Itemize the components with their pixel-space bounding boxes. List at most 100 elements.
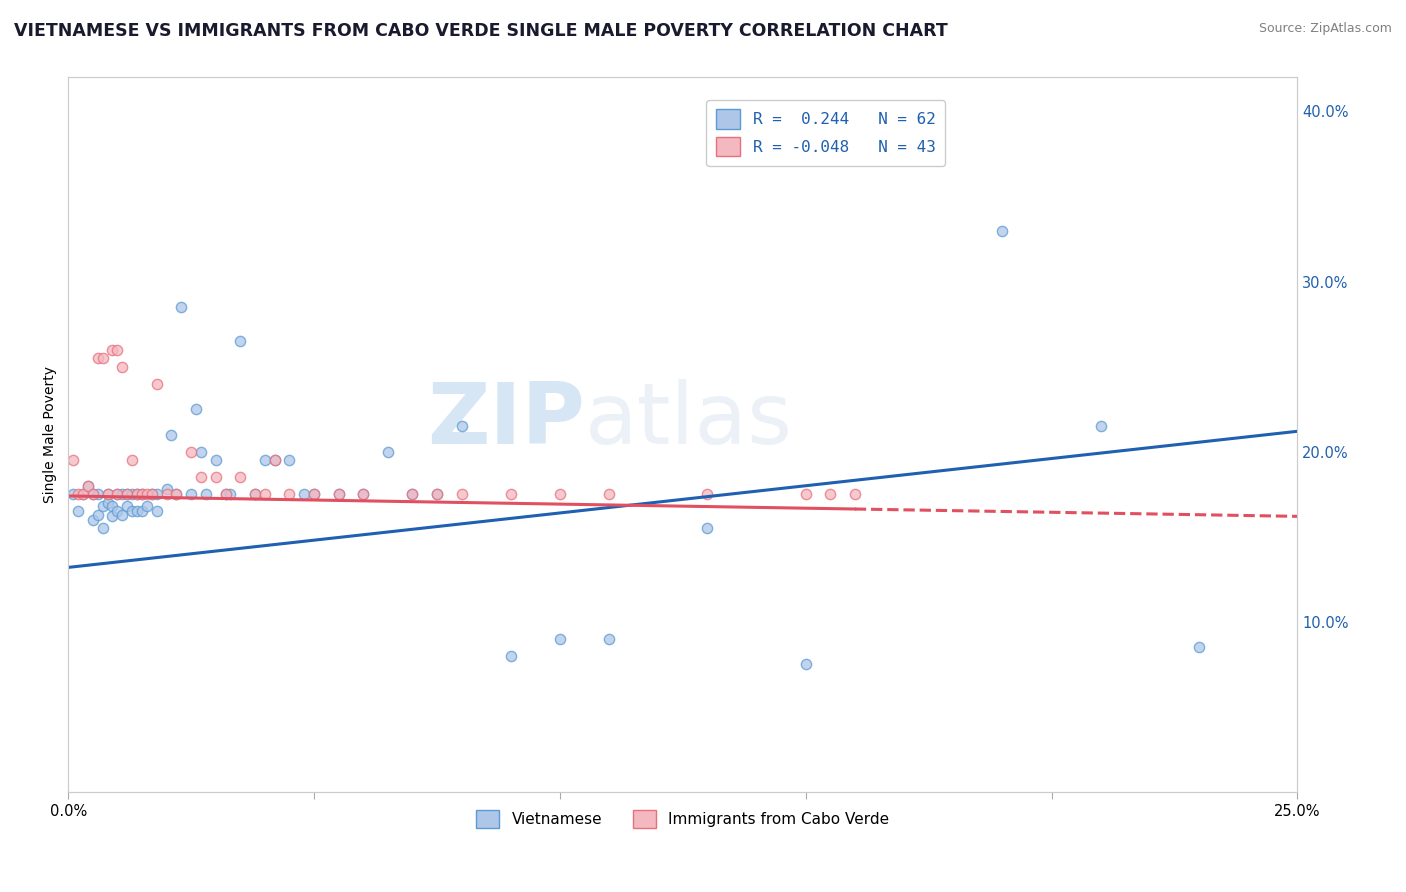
Point: [101, 499, 124, 513]
Point: [180, 487, 202, 501]
Point: [302, 487, 325, 501]
Point: [101, 343, 124, 357]
Point: [844, 487, 866, 501]
Text: Source: ZipAtlas.com: Source: ZipAtlas.com: [1258, 22, 1392, 36]
Point: [214, 487, 236, 501]
Point: [204, 453, 226, 467]
Point: [499, 487, 522, 501]
Y-axis label: Single Male Poverty: Single Male Poverty: [44, 367, 58, 503]
Point: [91, 499, 114, 513]
Point: [263, 453, 285, 467]
Point: [214, 487, 236, 501]
Point: [278, 487, 301, 501]
Point: [204, 470, 226, 484]
Point: [160, 427, 183, 442]
Point: [426, 487, 449, 501]
Legend: Vietnamese, Immigrants from Cabo Verde: Vietnamese, Immigrants from Cabo Verde: [471, 804, 896, 834]
Point: [87, 508, 110, 522]
Point: [1188, 640, 1211, 655]
Point: [91, 521, 114, 535]
Point: [91, 351, 114, 366]
Point: [263, 453, 285, 467]
Point: [302, 487, 325, 501]
Point: [401, 487, 423, 501]
Point: [253, 487, 276, 501]
Text: atlas: atlas: [585, 379, 793, 462]
Point: [82, 513, 104, 527]
Point: [141, 487, 163, 501]
Point: [105, 343, 128, 357]
Point: [598, 487, 620, 501]
Point: [794, 657, 817, 672]
Point: [190, 444, 212, 458]
Point: [111, 487, 134, 501]
Point: [155, 482, 177, 496]
Point: [87, 487, 110, 501]
Point: [794, 487, 817, 501]
Point: [696, 487, 718, 501]
Point: [278, 453, 301, 467]
Point: [105, 487, 128, 501]
Point: [141, 487, 163, 501]
Point: [87, 351, 110, 366]
Point: [72, 487, 94, 501]
Point: [67, 487, 90, 501]
Point: [145, 376, 167, 391]
Point: [121, 487, 143, 501]
Point: [125, 487, 148, 501]
Point: [170, 300, 193, 314]
Point: [243, 487, 266, 501]
Point: [292, 487, 315, 501]
Point: [328, 487, 350, 501]
Point: [165, 487, 187, 501]
Point: [194, 487, 217, 501]
Point: [62, 453, 84, 467]
Point: [991, 223, 1014, 237]
Point: [121, 504, 143, 518]
Point: [115, 499, 138, 513]
Point: [135, 487, 157, 501]
Point: [115, 487, 138, 501]
Point: [82, 487, 104, 501]
Point: [97, 487, 120, 501]
Point: [111, 508, 134, 522]
Point: [450, 419, 472, 434]
Point: [155, 487, 177, 501]
Point: [131, 504, 153, 518]
Point: [696, 521, 718, 535]
Point: [180, 444, 202, 458]
Point: [219, 487, 242, 501]
Point: [499, 648, 522, 663]
Point: [243, 487, 266, 501]
Point: [598, 632, 620, 646]
Point: [115, 487, 138, 501]
Point: [184, 402, 207, 417]
Point: [67, 504, 90, 518]
Point: [229, 334, 252, 348]
Point: [229, 470, 252, 484]
Point: [145, 487, 167, 501]
Point: [131, 487, 153, 501]
Point: [401, 487, 423, 501]
Point: [82, 487, 104, 501]
Point: [62, 487, 84, 501]
Text: VIETNAMESE VS IMMIGRANTS FROM CABO VERDE SINGLE MALE POVERTY CORRELATION CHART: VIETNAMESE VS IMMIGRANTS FROM CABO VERDE…: [14, 22, 948, 40]
Point: [145, 504, 167, 518]
Point: [97, 487, 120, 501]
Point: [131, 487, 153, 501]
Point: [97, 496, 120, 510]
Point: [352, 487, 374, 501]
Point: [328, 487, 350, 501]
Point: [125, 504, 148, 518]
Point: [820, 487, 842, 501]
Point: [121, 453, 143, 467]
Point: [377, 444, 399, 458]
Text: ZIP: ZIP: [426, 379, 585, 462]
Point: [1090, 419, 1112, 434]
Point: [125, 487, 148, 501]
Point: [72, 487, 94, 501]
Point: [548, 487, 571, 501]
Point: [426, 487, 449, 501]
Point: [111, 359, 134, 374]
Point: [105, 504, 128, 518]
